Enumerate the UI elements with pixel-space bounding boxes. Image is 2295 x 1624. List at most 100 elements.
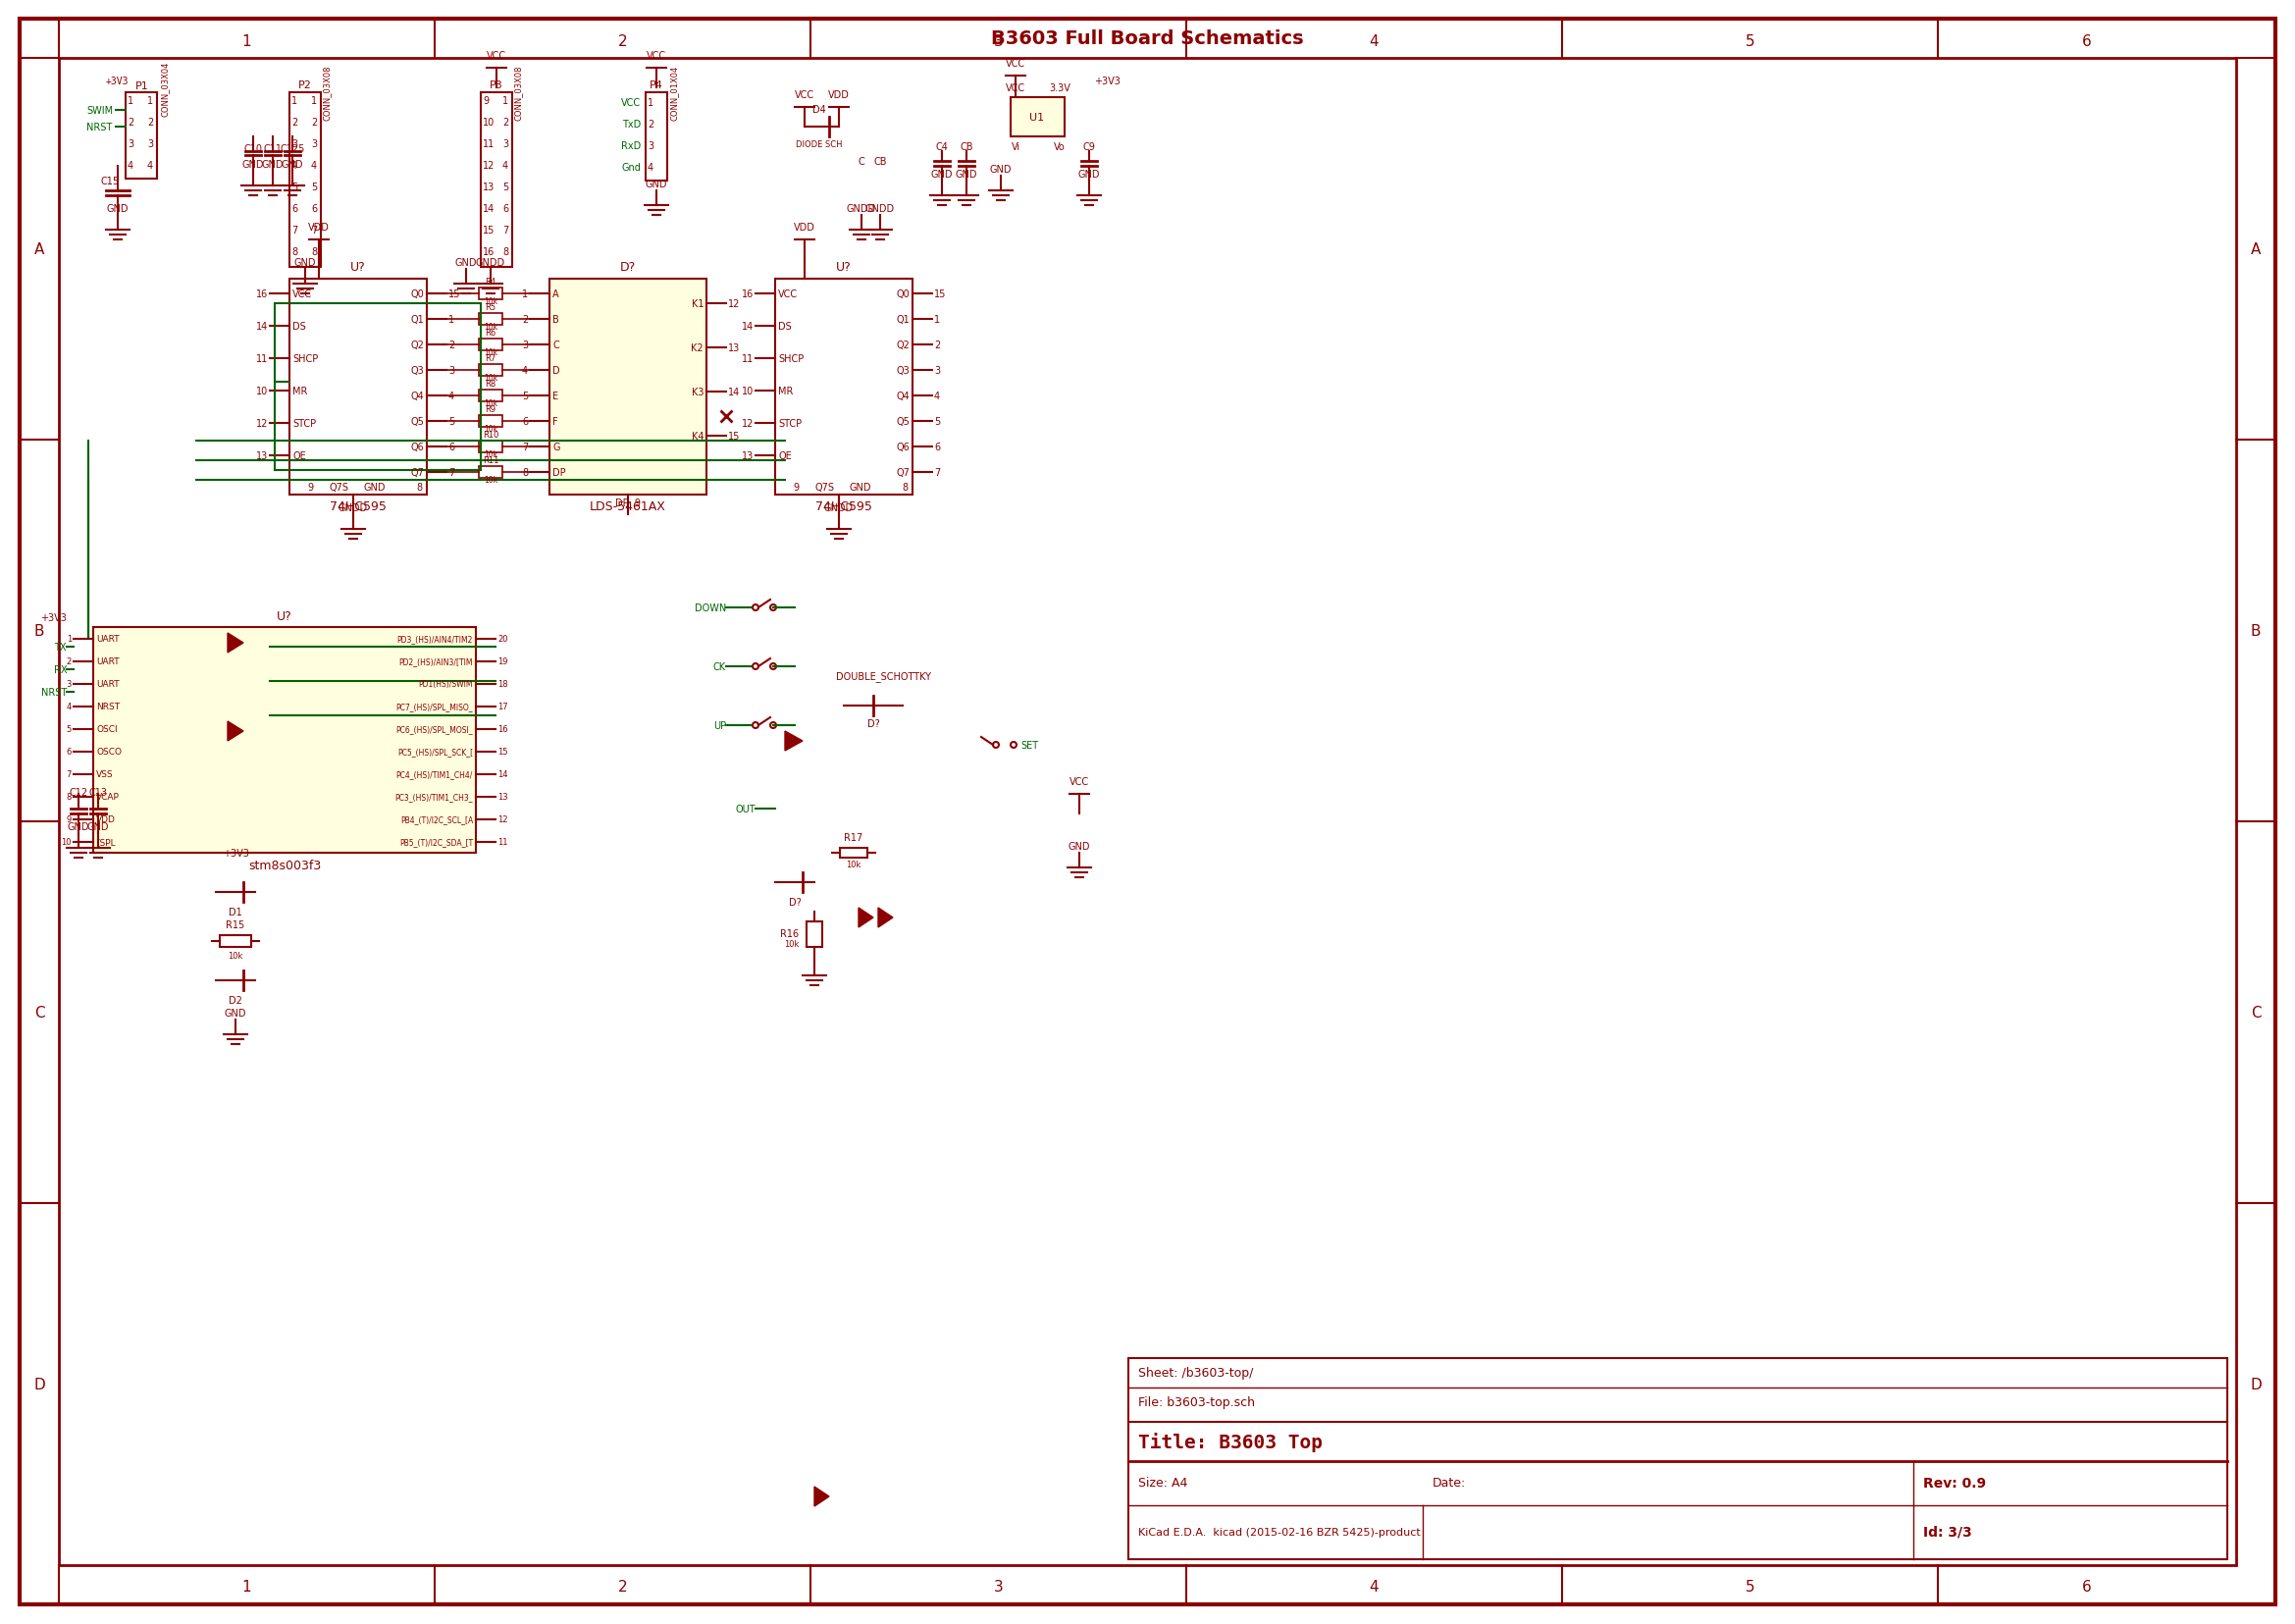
- Text: [SPL: [SPL: [96, 838, 115, 846]
- Text: 4: 4: [310, 161, 317, 171]
- Text: 16: 16: [498, 724, 507, 734]
- Text: CONN_03X08: CONN_03X08: [514, 65, 523, 120]
- Text: 5: 5: [1744, 34, 1756, 49]
- Bar: [126, 93, 156, 180]
- Text: stm8s003f3: stm8s003f3: [248, 859, 321, 872]
- Text: GND: GND: [932, 169, 952, 180]
- Text: Q6: Q6: [411, 442, 425, 451]
- Text: 6: 6: [521, 417, 528, 427]
- Text: 1: 1: [129, 96, 133, 106]
- Text: 6: 6: [503, 205, 507, 214]
- Text: 8: 8: [902, 482, 907, 492]
- Text: 14: 14: [482, 205, 496, 214]
- Text: Id: 3/3: Id: 3/3: [1923, 1525, 1971, 1538]
- Text: 5: 5: [310, 182, 317, 192]
- Text: 7: 7: [503, 226, 507, 235]
- Text: GND: GND: [989, 164, 1012, 174]
- Text: 7: 7: [291, 226, 298, 235]
- Text: OE: OE: [778, 451, 792, 461]
- Text: Q7: Q7: [411, 468, 425, 477]
- Text: 2: 2: [448, 341, 454, 351]
- Text: 10k: 10k: [227, 952, 243, 960]
- Text: SHCP: SHCP: [778, 354, 803, 364]
- Text: 3: 3: [291, 140, 298, 149]
- Bar: [1010, 97, 1065, 138]
- Text: 10: 10: [741, 387, 753, 396]
- Bar: [480, 466, 503, 479]
- Text: 10k: 10k: [484, 374, 498, 383]
- Text: 19: 19: [498, 658, 507, 666]
- Text: 3: 3: [147, 140, 154, 149]
- Text: 15: 15: [448, 289, 461, 299]
- Text: GND: GND: [363, 482, 386, 492]
- Text: DS: DS: [778, 322, 792, 331]
- Bar: [806, 922, 822, 947]
- Text: GND: GND: [87, 822, 110, 831]
- Text: 3: 3: [994, 34, 1003, 49]
- Text: C11: C11: [264, 145, 282, 154]
- Text: 10: 10: [482, 117, 496, 128]
- Text: GND: GND: [294, 258, 317, 268]
- Text: U?: U?: [351, 261, 365, 274]
- Text: G: G: [553, 442, 560, 451]
- Text: R10: R10: [482, 430, 498, 440]
- Text: Q4: Q4: [895, 391, 909, 401]
- Text: 2: 2: [934, 341, 941, 351]
- Bar: [645, 93, 668, 182]
- Text: VDD: VDD: [96, 815, 115, 823]
- Text: U?: U?: [278, 609, 291, 622]
- Text: 15: 15: [482, 226, 496, 235]
- Text: VSS: VSS: [96, 770, 112, 778]
- Text: 11: 11: [741, 354, 753, 364]
- Text: A: A: [553, 289, 560, 299]
- Text: 9: 9: [792, 482, 799, 492]
- Text: GND: GND: [454, 258, 477, 268]
- Text: D4: D4: [812, 106, 826, 115]
- Text: D: D: [34, 1377, 46, 1392]
- Text: 5: 5: [448, 417, 454, 427]
- Text: 4: 4: [647, 162, 654, 172]
- Text: VCC: VCC: [778, 289, 799, 299]
- Text: C125: C125: [280, 145, 305, 154]
- Text: 10k: 10k: [847, 861, 861, 869]
- Text: Q0: Q0: [895, 289, 909, 299]
- Text: 18: 18: [498, 679, 507, 689]
- Text: 5: 5: [291, 182, 298, 192]
- Text: 13: 13: [255, 451, 269, 461]
- Text: LDS-5461AX: LDS-5461AX: [590, 500, 666, 513]
- Text: 1: 1: [448, 315, 454, 325]
- Text: Q2: Q2: [411, 341, 425, 351]
- Text: D?: D?: [620, 261, 636, 274]
- Bar: [776, 279, 913, 495]
- Text: VDD: VDD: [308, 222, 330, 232]
- Text: UART: UART: [96, 679, 119, 689]
- Text: 2: 2: [647, 120, 654, 130]
- Text: RX: RX: [53, 664, 67, 674]
- Text: UP: UP: [714, 721, 725, 731]
- Text: 5: 5: [503, 182, 507, 192]
- Text: UART: UART: [96, 635, 119, 643]
- Text: GND: GND: [262, 159, 285, 169]
- Text: 3: 3: [521, 341, 528, 351]
- Bar: [480, 365, 503, 377]
- Text: Q2: Q2: [895, 341, 909, 351]
- Text: R4: R4: [484, 278, 496, 287]
- Text: B3603 Full Board Schematics: B3603 Full Board Schematics: [991, 29, 1304, 49]
- Text: R9: R9: [484, 406, 496, 414]
- Text: 2: 2: [147, 117, 154, 128]
- Text: 3: 3: [647, 141, 654, 151]
- Text: NRST: NRST: [96, 702, 119, 711]
- Text: P1: P1: [135, 81, 149, 91]
- Text: B: B: [553, 315, 560, 325]
- Text: 7: 7: [521, 442, 528, 451]
- Text: 9: 9: [67, 815, 71, 823]
- Text: 4: 4: [147, 161, 154, 171]
- Text: GNDD: GNDD: [337, 503, 367, 513]
- Text: 16: 16: [482, 247, 496, 257]
- Text: D: D: [2249, 1377, 2261, 1392]
- Text: P4: P4: [649, 81, 663, 91]
- Text: MR: MR: [778, 387, 794, 396]
- Bar: [840, 848, 868, 857]
- Text: 1: 1: [67, 635, 71, 643]
- Text: 10k: 10k: [484, 425, 498, 434]
